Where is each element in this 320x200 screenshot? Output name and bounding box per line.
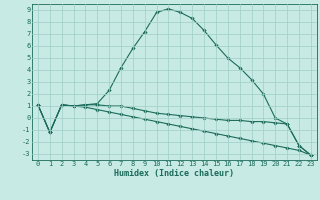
X-axis label: Humidex (Indice chaleur): Humidex (Indice chaleur) [115,169,234,178]
